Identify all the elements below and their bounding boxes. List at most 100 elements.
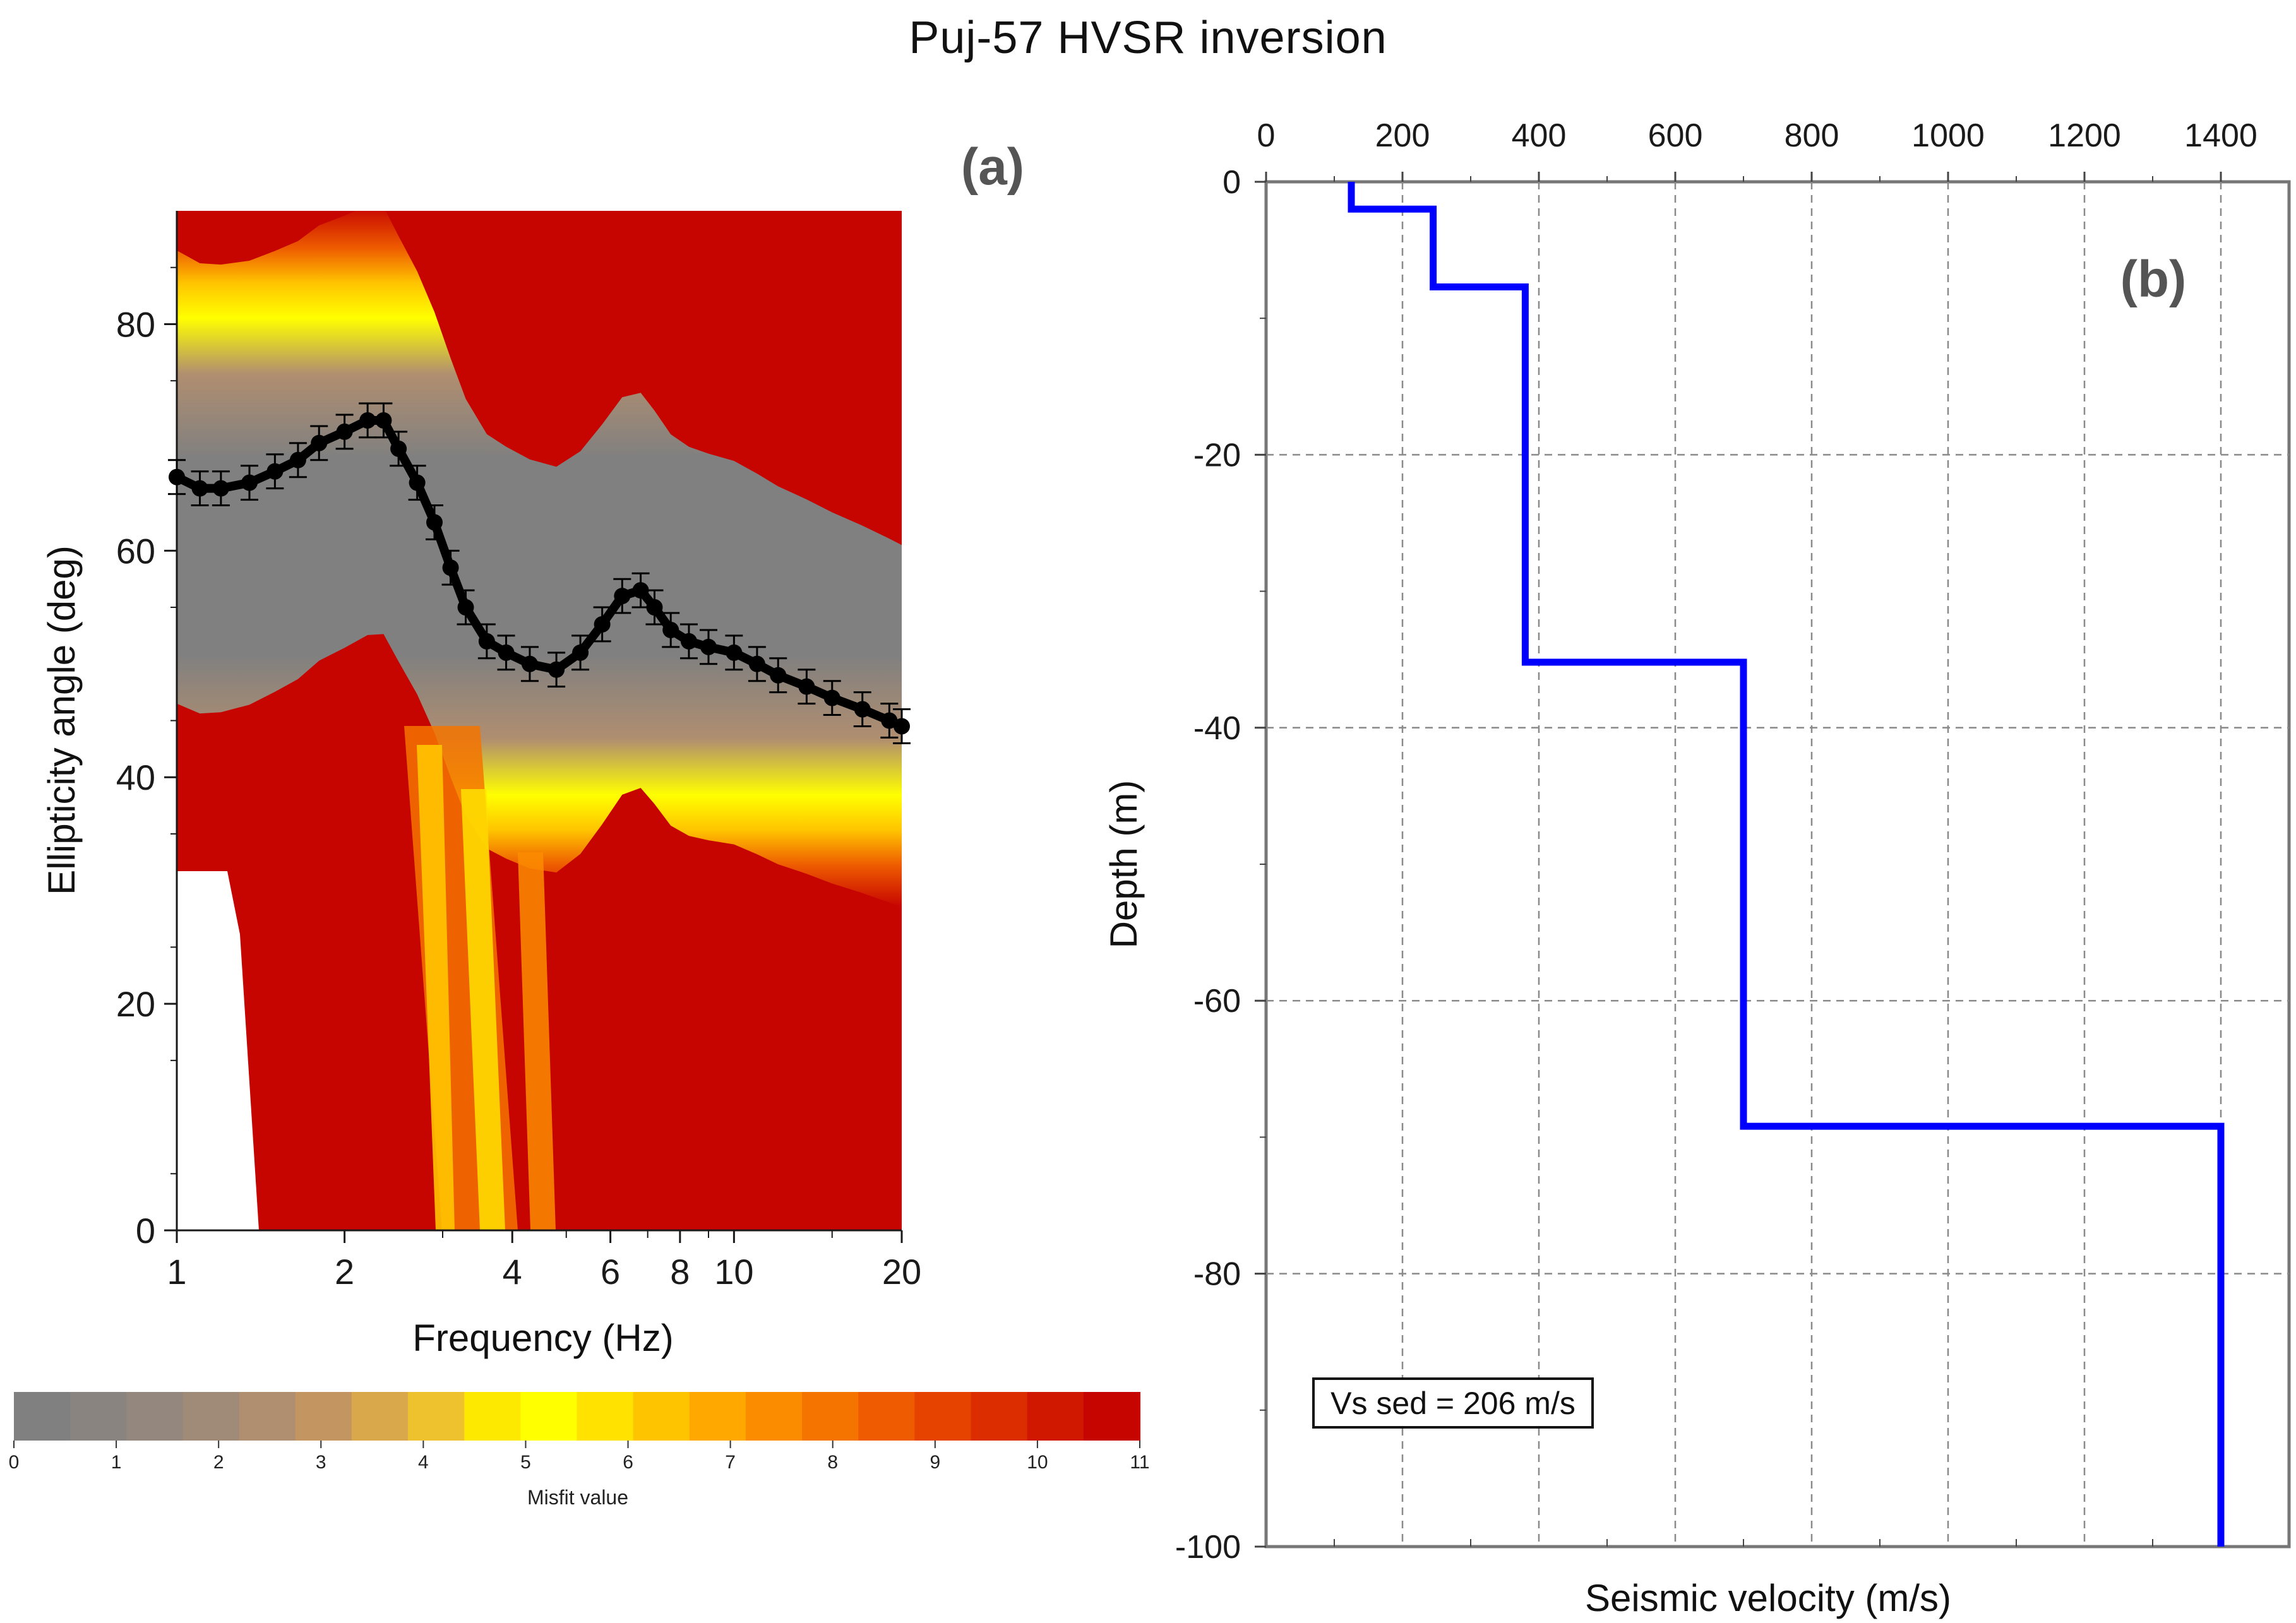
observed-points <box>169 412 910 735</box>
y-tick-label: -60 <box>1193 983 1241 1020</box>
colorbar-segment <box>577 1392 634 1441</box>
colorbar-tick-label: 2 <box>213 1452 224 1473</box>
observed-point <box>823 689 840 706</box>
colorbar-segment <box>1083 1392 1140 1441</box>
grid-b <box>1266 182 2289 1547</box>
observed-point <box>700 638 717 655</box>
observed-point <box>336 423 353 440</box>
colorbar-tick-label: 5 <box>520 1452 531 1473</box>
y-tick-label: -40 <box>1193 710 1241 747</box>
x-tick-label: 1200 <box>2048 117 2121 154</box>
observed-point <box>390 440 407 457</box>
observed-point <box>646 599 663 616</box>
observed-point <box>548 661 565 678</box>
colorbar-tick-label: 4 <box>418 1452 429 1473</box>
x-tick-label: 8 <box>670 1252 690 1292</box>
x-tick-label: 200 <box>1375 117 1430 154</box>
observed-point <box>894 718 910 735</box>
y-tick-label: -100 <box>1175 1529 1241 1566</box>
colorbar-segment <box>295 1392 352 1441</box>
colorbar <box>14 1392 1140 1441</box>
observed-point <box>680 633 697 650</box>
observed-point <box>881 712 898 729</box>
low-misfit-dip-b <box>417 745 455 1230</box>
observed-point <box>572 644 589 661</box>
colorbar-tick-label: 9 <box>930 1452 940 1473</box>
observed-point <box>457 599 474 616</box>
misfit-ensemble <box>177 211 902 1230</box>
low-misfit-dip-d <box>518 852 556 1230</box>
x-tick-label: 10 <box>714 1252 753 1292</box>
colorbar-tick-label: 1 <box>111 1452 122 1473</box>
colorbar-segment <box>689 1392 746 1441</box>
y-axis-title-a: Ellipticity angle (deg) <box>40 545 83 895</box>
observed-point <box>266 463 284 480</box>
y-tick-label: 40 <box>116 758 155 797</box>
colorbar-title: Misfit value <box>527 1486 628 1509</box>
y-axis-title-b: Depth (m) <box>1103 780 1145 949</box>
colorbar-segment <box>182 1392 240 1441</box>
colorbar-segment <box>520 1392 578 1441</box>
x-tick-label: 400 <box>1512 117 1567 154</box>
colorbar-segment <box>351 1392 409 1441</box>
observed-point <box>191 480 208 497</box>
annotation-text: Vs sed = 206 m/s <box>1330 1386 1576 1421</box>
y-tick-label: -20 <box>1193 437 1241 473</box>
panel-label-a: (a) <box>961 138 1024 196</box>
colorbar-segment <box>745 1392 803 1441</box>
observed-point <box>521 655 538 672</box>
x-tick-label: 0 <box>1257 117 1276 154</box>
observed-point <box>632 582 649 599</box>
x-tick-label: 2 <box>335 1252 354 1292</box>
colorbar-segment <box>408 1392 465 1441</box>
observed-point <box>854 701 871 718</box>
x-tick-label: 20 <box>882 1252 921 1292</box>
x-tick-label: 1 <box>167 1252 186 1292</box>
colorbar-segment <box>914 1392 972 1441</box>
x-axis-title-a: Frequency (Hz) <box>412 1317 673 1359</box>
colorbar-segment <box>802 1392 859 1441</box>
annotation-box <box>1312 1377 1594 1429</box>
colorbar-segment <box>14 1392 71 1441</box>
colorbar-tick-label: 6 <box>623 1452 633 1473</box>
observed-point <box>770 667 787 684</box>
unsampled-region <box>177 871 259 1230</box>
observed-point <box>748 655 765 672</box>
colorbar-segment <box>971 1392 1028 1441</box>
axis-ticks-b <box>1255 172 2222 1548</box>
colorbar-tick-label: 0 <box>9 1452 20 1473</box>
low-misfit-dip-c <box>461 789 505 1230</box>
observed-point <box>442 559 459 576</box>
misfit-fan <box>177 211 902 908</box>
observed-point <box>289 451 306 468</box>
x-tick-label: 1400 <box>2184 117 2257 154</box>
observed-point <box>426 514 443 531</box>
observed-point <box>726 644 743 661</box>
panel-label-b: (b) <box>2120 251 2187 308</box>
y-tick-labels-b: 0 -20 -40 -60 -80 -100 <box>1175 164 1241 1566</box>
observed-point <box>662 621 679 638</box>
y-tick-label: 60 <box>116 531 155 571</box>
x-tick-labels-a: 1 2 4 6 8 10 20 <box>167 1252 921 1292</box>
y-tick-label: -80 <box>1193 1256 1241 1293</box>
observed-point <box>241 474 258 491</box>
x-axis-title-b: Seismic velocity (m/s) <box>1585 1577 1951 1619</box>
observed-point <box>375 412 392 429</box>
observed-point <box>614 588 631 605</box>
x-tick-label: 800 <box>1785 117 1839 154</box>
x-tick-label: 1000 <box>1911 117 1985 154</box>
observed-point <box>798 678 815 695</box>
colorbar-segment <box>1027 1392 1084 1441</box>
x-tick-labels-b: 0 200 400 600 800 1000 1200 1400 <box>1257 117 2257 154</box>
vs-profile-line <box>1348 182 2225 1547</box>
observed-point <box>409 474 426 491</box>
figure-title: Puj-57 HVSR inversion <box>909 13 1387 63</box>
colorbar-segment <box>239 1392 296 1441</box>
colorbar-tick-label: 11 <box>1130 1452 1149 1473</box>
x-tick-label: 600 <box>1648 117 1703 154</box>
colorbar-segment <box>70 1392 128 1441</box>
y-tick-label: 0 <box>136 1211 155 1251</box>
x-tick-label: 4 <box>503 1252 522 1292</box>
